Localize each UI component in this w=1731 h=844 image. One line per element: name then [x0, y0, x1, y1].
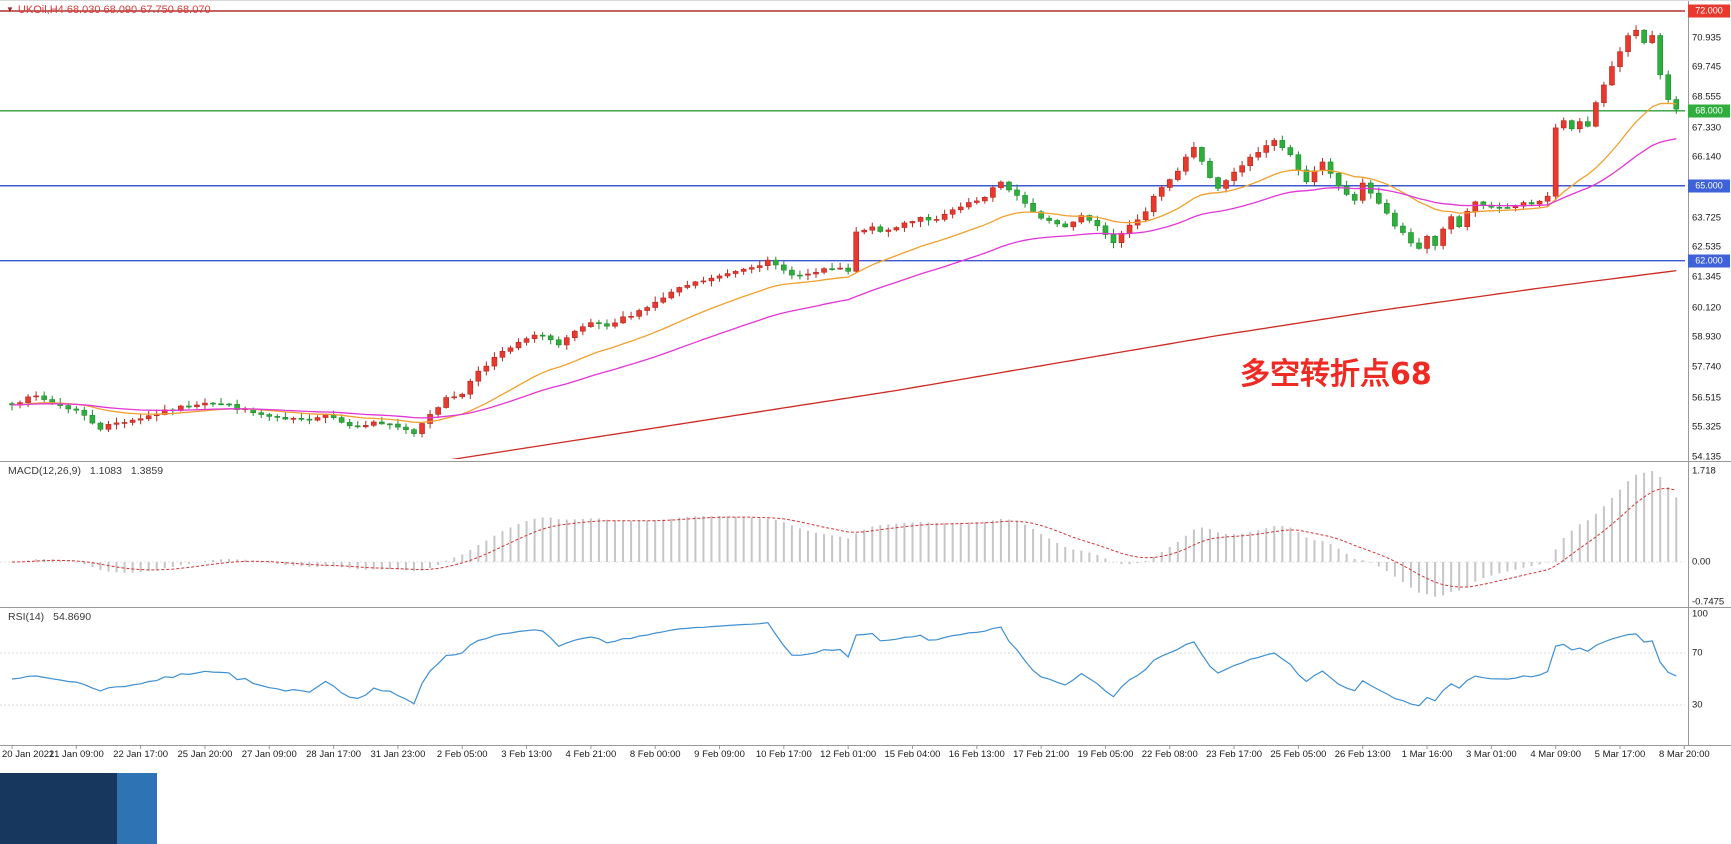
- macd-indicator-label: MACD(12,26,9) 1.1083 1.3859: [8, 465, 169, 477]
- rsi-label-text: RSI(14): [8, 611, 45, 623]
- time-ticks: [11, 745, 1685, 749]
- macd-signal-value: 1.3859: [130, 465, 164, 477]
- time-axis-label: 22 Jan 17:00: [113, 749, 169, 760]
- time-axis[interactable]: 20 Jan 2021 21 Jan 09:00 22 Jan 17:00 25 Ja…: [0, 745, 1731, 769]
- price-axis-label: 60.120: [1692, 302, 1722, 314]
- price-axis-label: 69.745: [1692, 61, 1722, 73]
- taskbar-fragment-dark: [0, 773, 117, 844]
- chart-annotation: 多空转折点68: [1240, 357, 1432, 392]
- triangle-down-icon: ▼: [6, 5, 14, 14]
- price-axis-label: 66.140: [1692, 151, 1722, 163]
- time-axis-label: 21 Jan 09:00: [48, 749, 104, 760]
- price-axis-label: 54.135: [1692, 451, 1722, 463]
- time-axis-label: 31 Jan 23:00: [370, 749, 426, 760]
- price-axis-label: 56.515: [1692, 392, 1722, 404]
- macd-axis-label: 1.718: [1692, 465, 1716, 477]
- price-tag-62.000: 62.000: [1688, 254, 1730, 268]
- price-axis-label: 68.555: [1692, 91, 1722, 103]
- rsi-indicator-label: RSI(14) 54.8690: [8, 611, 97, 623]
- symbol-title: ▼ UKOil,H4 68.030 68.090 67.750 68.070: [6, 4, 211, 16]
- time-axis-label: 22 Feb 08:00: [1141, 749, 1198, 760]
- time-axis-label: 5 Mar 17:00: [1594, 749, 1646, 760]
- moving-averages: [11, 102, 1677, 459]
- time-axis-label: 12 Feb 01:00: [820, 749, 877, 760]
- time-axis-label: 19 Feb 05:00: [1077, 749, 1134, 760]
- price-axis-label: 57.740: [1692, 361, 1722, 373]
- time-axis-label: 2 Feb 05:00: [436, 749, 488, 760]
- price-axis-label: 58.930: [1692, 331, 1722, 343]
- time-axis-label: 25 Jan 20:00: [177, 749, 233, 760]
- rsi-value: 54.8690: [53, 611, 92, 623]
- price-axis-label: 62.535: [1692, 241, 1722, 253]
- candles: [9, 25, 1680, 438]
- price-axis-label: 63.725: [1692, 212, 1722, 224]
- time-axis-label: 26 Feb 13:00: [1334, 749, 1391, 760]
- time-axis-label: 8 Mar 20:00: [1658, 749, 1710, 760]
- time-axis-label: 4 Mar 09:00: [1530, 749, 1582, 760]
- price-tag-72.000: 72.000: [1688, 4, 1730, 18]
- macd-plot: [0, 470, 1685, 597]
- price-axis-label: 70.935: [1692, 32, 1722, 44]
- time-axis-label: 17 Feb 21:00: [1013, 749, 1070, 760]
- time-axis-label: 23 Feb 17:00: [1206, 749, 1263, 760]
- time-axis-label: 16 Feb 13:00: [948, 749, 1005, 760]
- time-axis-label: 25 Feb 05:00: [1270, 749, 1327, 760]
- time-axis-label: 1 Mar 16:00: [1401, 749, 1453, 760]
- price-tag-65.000: 65.000: [1688, 179, 1730, 193]
- rsi-axis-label: 30: [1692, 699, 1703, 711]
- time-axis-label: 9 Feb 09:00: [694, 749, 745, 760]
- time-axis-label: 3 Feb 13:00: [501, 749, 552, 760]
- time-axis-label: 8 Feb 00:00: [629, 749, 681, 760]
- price-axis-label: 55.325: [1692, 421, 1722, 433]
- time-axis-label: 27 Jan 09:00: [241, 749, 297, 760]
- rsi-axis-label: 100: [1692, 608, 1708, 620]
- time-axis-label: 10 Feb 17:00: [755, 749, 812, 760]
- time-axis-label: 28 Jan 17:00: [306, 749, 362, 760]
- price-axis[interactable]: 70.935 69.745 68.555 67.330 66.140 63.725 62.5…: [1686, 1, 1731, 745]
- time-axis-label: 4 Feb 21:00: [565, 749, 617, 760]
- macd-value: 1.1083: [89, 465, 122, 477]
- macd-label-text: MACD(12,26,9): [8, 465, 81, 477]
- symbol-quote-text: UKOil,H4 68.030 68.090 67.750 68.070: [17, 4, 211, 16]
- taskbar-fragment-blue: [117, 773, 157, 844]
- rsi-axis-label: 70: [1692, 647, 1703, 659]
- time-axis-label: 3 Mar 01:00: [1466, 749, 1517, 760]
- time-axis-label: 20 Jan 2021: [2, 749, 55, 760]
- macd-axis-label: 0.00: [1692, 556, 1711, 568]
- macd-axis-label: -0.7475: [1692, 596, 1725, 608]
- rsi-plot: [0, 621, 1685, 707]
- price-axis-label: 61.345: [1692, 271, 1722, 283]
- price-axis-label: 67.330: [1692, 122, 1722, 134]
- price-tag-68.000: 68.000: [1688, 104, 1730, 118]
- time-axis-label: 15 Feb 04:00: [884, 749, 941, 760]
